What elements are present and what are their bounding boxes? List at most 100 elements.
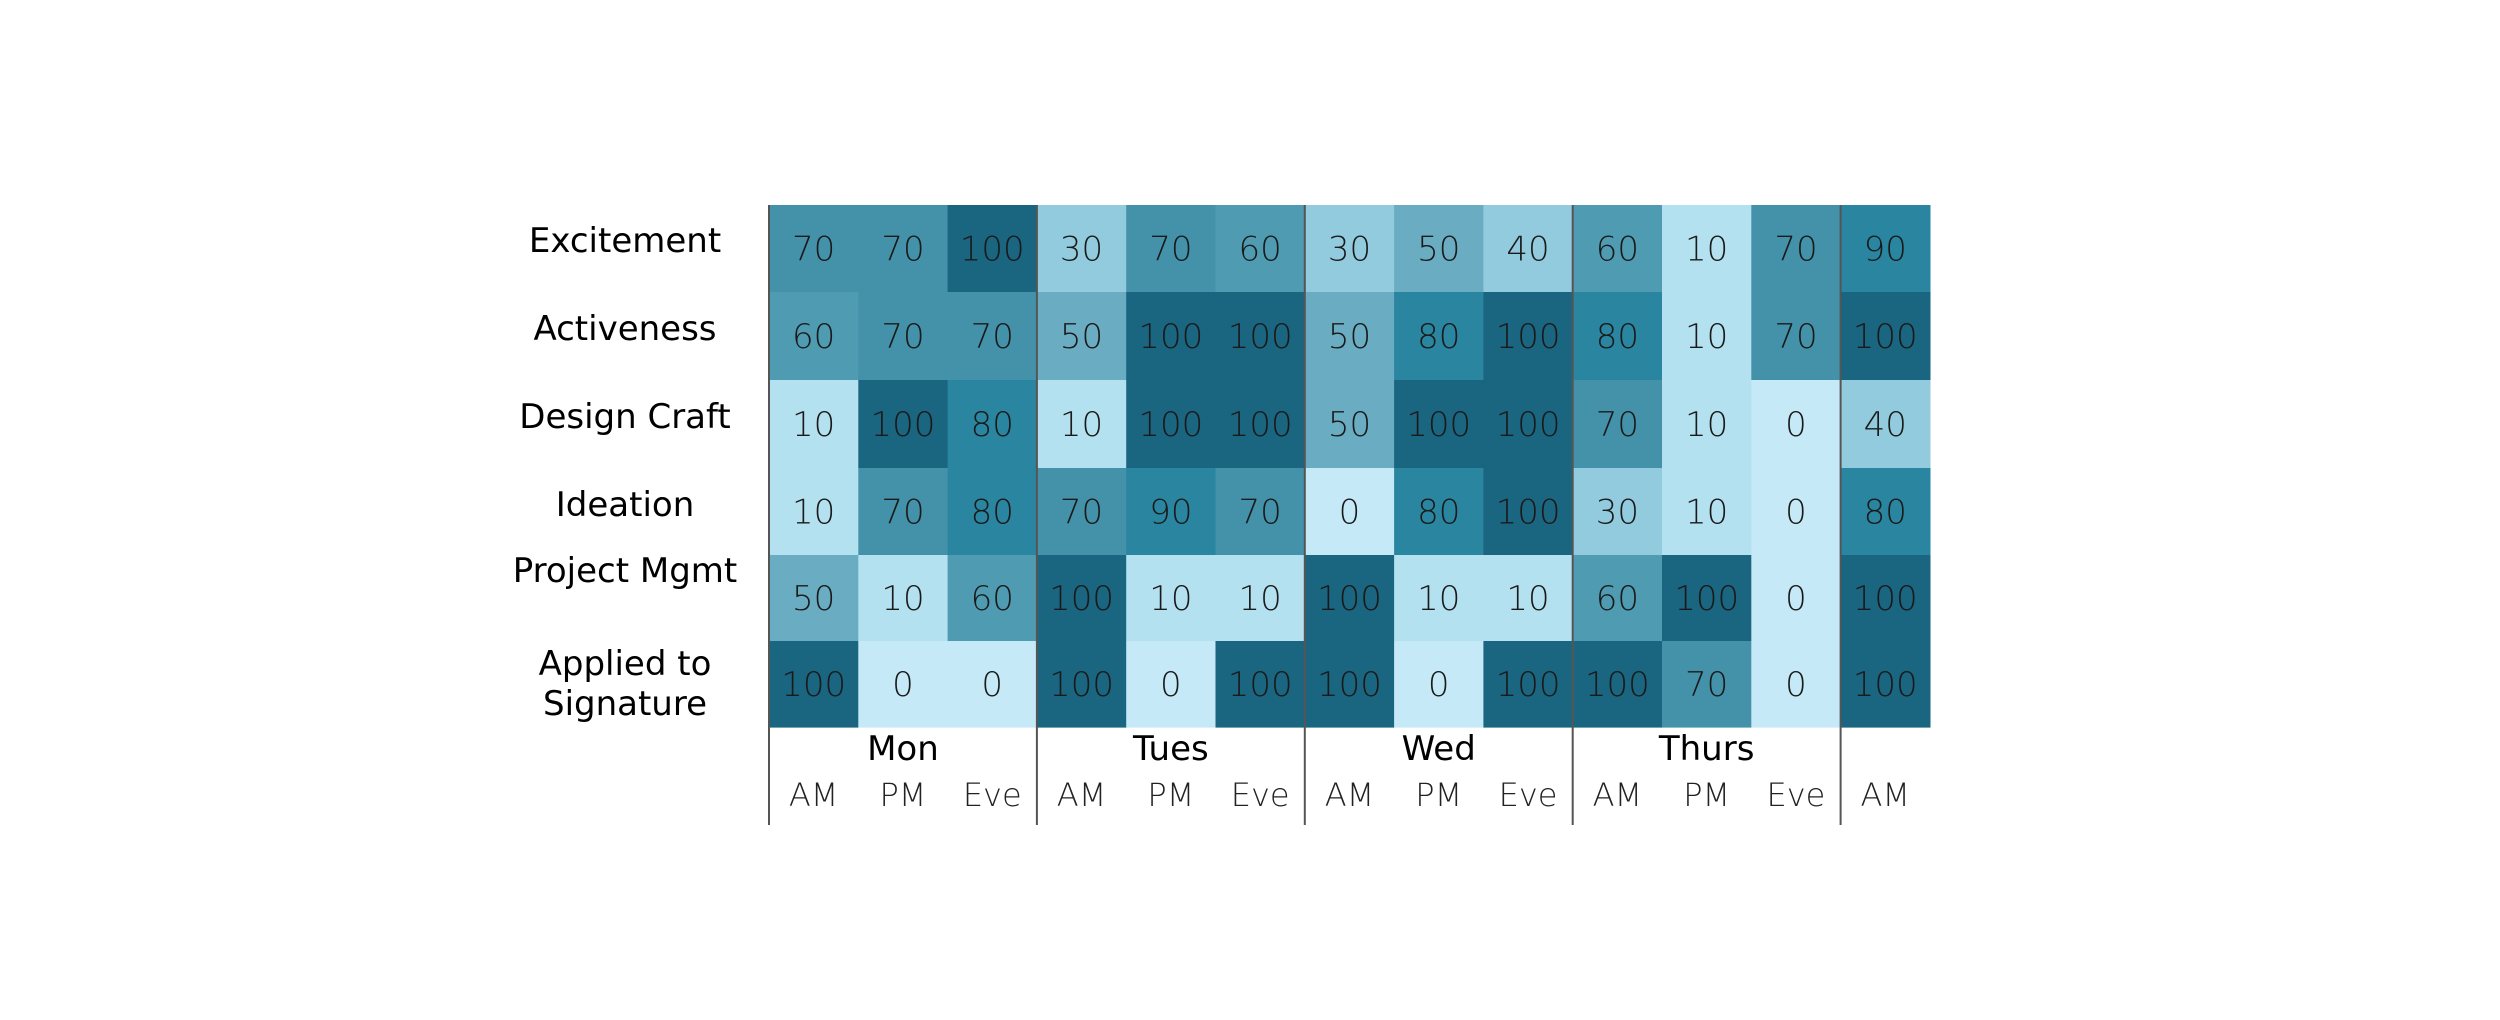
heatmap-cell bbox=[1215, 380, 1306, 469]
slot-label: PM bbox=[1683, 776, 1730, 814]
cell-value-label: 60 bbox=[792, 317, 835, 357]
cell-value-label: 10 bbox=[1417, 579, 1460, 619]
cell-value-label: 0 bbox=[1160, 665, 1182, 705]
day-label: Mon bbox=[867, 729, 939, 769]
heatmap-cell bbox=[947, 380, 1038, 469]
cell-value-label: 10 bbox=[881, 579, 924, 619]
cell-value-label: 100 bbox=[1853, 317, 1918, 357]
cell-value-label: 10 bbox=[1239, 579, 1282, 619]
cell-value-label: 0 bbox=[981, 665, 1003, 705]
heatmap-cell bbox=[769, 205, 859, 293]
heatmap-cell bbox=[1840, 641, 1931, 728]
heatmap-cell bbox=[1304, 292, 1395, 381]
heatmap-cell bbox=[1304, 380, 1395, 469]
cell-value-label: 10 bbox=[1685, 317, 1728, 357]
cell-value-label: 100 bbox=[1496, 405, 1561, 445]
heatmap-cell bbox=[1662, 380, 1752, 469]
heatmap-cell bbox=[1840, 555, 1931, 642]
cell-value-label: 10 bbox=[1060, 405, 1103, 445]
cell-value-label: 100 bbox=[1049, 665, 1114, 705]
cell-value-label: 30 bbox=[1328, 230, 1371, 270]
row-label: Signature bbox=[543, 684, 707, 724]
heatmap-cell bbox=[1394, 641, 1484, 728]
heatmap-cell bbox=[1036, 380, 1127, 469]
heatmap-cell bbox=[1126, 468, 1217, 556]
heatmap-cell bbox=[947, 292, 1038, 381]
heatmap-cell bbox=[1751, 205, 1842, 293]
cell-value-label: 100 bbox=[1317, 665, 1382, 705]
heatmap-cell bbox=[1126, 292, 1217, 381]
heatmap-cell bbox=[1840, 292, 1931, 381]
cell-value-label: 70 bbox=[881, 230, 924, 270]
cell-value-label: 70 bbox=[881, 493, 924, 533]
heatmap-cell bbox=[858, 641, 949, 728]
heatmap-cell bbox=[858, 468, 949, 556]
cell-value-label: 100 bbox=[960, 230, 1025, 270]
slot-label: PM bbox=[1147, 776, 1194, 814]
day-label: Wed bbox=[1402, 729, 1476, 769]
slot-label: PM bbox=[1415, 776, 1462, 814]
cell-value-label: 0 bbox=[1428, 665, 1450, 705]
cell-value-label: 40 bbox=[1506, 230, 1549, 270]
cell-value-label: 80 bbox=[1417, 493, 1460, 533]
slot-label: AM bbox=[1593, 776, 1643, 814]
heatmap-cell bbox=[1662, 555, 1752, 642]
heatmap-cell bbox=[1215, 205, 1306, 293]
cell-value-label: 70 bbox=[1685, 665, 1728, 705]
day-label: Thurs bbox=[1658, 729, 1755, 769]
cell-value-label: 80 bbox=[1417, 317, 1460, 357]
cell-value-label: 30 bbox=[1060, 230, 1103, 270]
heatmap-cell bbox=[1572, 292, 1663, 381]
heatmap-cell bbox=[1483, 555, 1574, 642]
heatmap-cell bbox=[1215, 292, 1306, 381]
cell-value-label: 50 bbox=[1328, 405, 1371, 445]
cell-value-label: 10 bbox=[792, 493, 835, 533]
cell-value-label: 100 bbox=[870, 405, 935, 445]
heatmap-cell bbox=[1840, 205, 1931, 293]
cell-value-label: 80 bbox=[1596, 317, 1639, 357]
cell-value-label: 100 bbox=[1496, 665, 1561, 705]
heatmap-cell bbox=[769, 292, 859, 381]
heatmap-cell bbox=[769, 468, 859, 556]
cell-value-label: 100 bbox=[1228, 405, 1293, 445]
cell-value-label: 60 bbox=[1596, 579, 1639, 619]
heatmap-cell bbox=[1751, 555, 1842, 642]
heatmap-cell bbox=[1036, 555, 1127, 642]
heatmap-cell bbox=[1662, 292, 1752, 381]
heatmap-cell bbox=[1840, 468, 1931, 556]
slot-label: Eve bbox=[1231, 776, 1290, 814]
heatmap-cell bbox=[1126, 555, 1217, 642]
cell-value-label: 0 bbox=[1785, 665, 1807, 705]
heatmap-cell bbox=[1215, 641, 1306, 728]
cell-value-label: 100 bbox=[1406, 405, 1471, 445]
cell-value-label: 80 bbox=[971, 405, 1014, 445]
row-label: Ideation bbox=[556, 485, 695, 525]
cell-value-label: 100 bbox=[1853, 579, 1918, 619]
cell-value-label: 10 bbox=[1149, 579, 1192, 619]
cell-value-label: 70 bbox=[1596, 405, 1639, 445]
cell-value-label: 100 bbox=[1317, 579, 1382, 619]
heatmap-cell bbox=[1126, 380, 1217, 469]
row-label: Applied to bbox=[539, 644, 712, 684]
cell-value-label: 100 bbox=[781, 665, 846, 705]
heatmap-cell bbox=[1751, 641, 1842, 728]
heatmap-cell bbox=[1304, 641, 1395, 728]
cell-value-label: 10 bbox=[1685, 493, 1728, 533]
heatmap-cell bbox=[858, 380, 949, 469]
heatmap-cell bbox=[1394, 292, 1484, 381]
cell-value-label: 10 bbox=[1685, 405, 1728, 445]
heatmap-cell bbox=[947, 468, 1038, 556]
heatmap-cell bbox=[1572, 380, 1663, 469]
heatmap-cell bbox=[947, 641, 1038, 728]
heatmap-cell bbox=[1126, 641, 1217, 728]
cell-value-label: 0 bbox=[892, 665, 914, 705]
cell-value-label: 80 bbox=[1864, 493, 1907, 533]
heatmap-cell bbox=[1662, 205, 1752, 293]
cell-value-label: 70 bbox=[1239, 493, 1282, 533]
cell-value-label: 100 bbox=[1138, 405, 1203, 445]
cell-value-label: 10 bbox=[1685, 230, 1728, 270]
heatmap-cell bbox=[1840, 380, 1931, 469]
cell-value-label: 100 bbox=[1228, 317, 1293, 357]
